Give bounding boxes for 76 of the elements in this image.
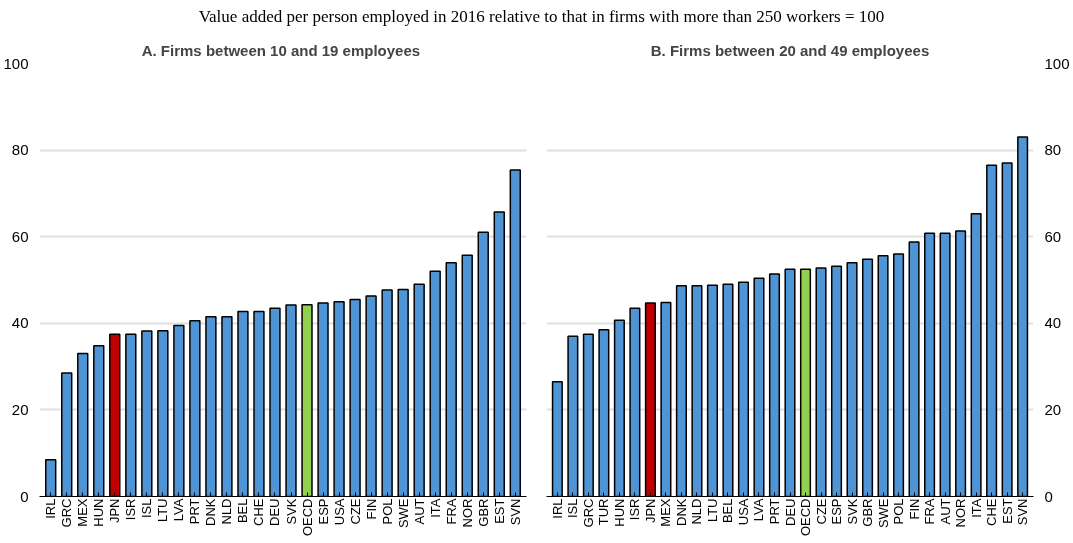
x-tick-label: LVA	[751, 498, 767, 522]
x-tick-label: FIN	[906, 498, 922, 520]
x-tick-label: ISL	[565, 498, 581, 519]
y-tick-label: 100	[3, 54, 29, 72]
x-tick-label: OECD	[798, 498, 814, 537]
x-tick-label: IRL	[549, 498, 565, 520]
x-tick-label: PRT	[766, 498, 782, 525]
x-tick-label: GRC	[580, 498, 596, 528]
x-tick-label: ITA	[427, 498, 443, 519]
x-tick-label: LTU	[704, 498, 720, 523]
x-tick-label: POL	[891, 498, 907, 525]
x-tick-label: MEX	[658, 498, 674, 527]
x-tick-label: NLD	[689, 498, 705, 525]
x-tick-label: ISR	[123, 498, 139, 521]
y-tick-label: 0	[1044, 487, 1053, 505]
x-tick-label: GBR	[860, 498, 876, 527]
x-tick-label: SVN	[1015, 498, 1031, 526]
y-tick-label: 20	[1044, 401, 1062, 419]
x-tick-label: GBR	[475, 498, 491, 527]
y-tick-label: 100	[1044, 54, 1070, 72]
x-tick-label: CHE	[251, 498, 267, 527]
x-tick-label: OECD	[299, 498, 315, 537]
x-tick-label: EST	[999, 498, 1015, 525]
y-tick-label: 60	[1044, 227, 1062, 245]
x-tick-label: IRL	[43, 498, 59, 520]
x-tick-label: PRT	[187, 498, 203, 525]
x-tick-label: DNK	[673, 498, 689, 527]
y-tick-label: 80	[11, 141, 29, 159]
x-tick-label: ITA	[968, 498, 984, 519]
x-tick-label: SVK	[844, 498, 860, 525]
x-tick-label: AUT	[937, 498, 953, 525]
x-tick-label: TUR	[596, 498, 612, 526]
x-tick-label: HUN	[91, 498, 107, 527]
x-tick-label: FRA	[922, 498, 938, 525]
x-tick-label: ESP	[315, 498, 331, 525]
x-tick-label: GRC	[59, 498, 75, 528]
x-tick-label: JPN	[107, 498, 123, 524]
x-tick-label: USA	[735, 498, 751, 526]
x-tick-label: DEU	[782, 498, 798, 527]
x-tick-label: FRA	[443, 498, 459, 525]
x-tick-label: CZE	[347, 498, 363, 525]
x-tick-label: EST	[491, 498, 507, 525]
x-tick-label: SWE	[875, 498, 891, 529]
chart-title: A. Firms between 10 and 19 employees	[141, 41, 421, 59]
x-tick-label: BEL	[720, 498, 736, 524]
x-tick-label: POL	[379, 498, 395, 525]
y-tick-label: 0	[20, 487, 29, 505]
x-tick-label: SWE	[395, 498, 411, 529]
x-tick-label: NLD	[219, 498, 235, 525]
y-tick-label: 20	[11, 401, 29, 419]
y-tick-label: 40	[11, 314, 29, 332]
x-tick-label: SVN	[507, 498, 523, 526]
chart-title: B. Firms between 20 and 49 employees	[650, 41, 930, 59]
x-tick-label: DEU	[267, 498, 283, 527]
x-tick-label: CZE	[813, 498, 829, 525]
x-tick-label: JPN	[642, 498, 658, 524]
x-tick-label: NOR	[953, 498, 969, 528]
x-tick-label: LVA	[171, 498, 187, 522]
x-tick-label: LTU	[155, 498, 171, 523]
x-tick-label: AUT	[411, 498, 427, 525]
x-tick-label: ISL	[139, 498, 155, 519]
y-tick-label: 60	[11, 227, 29, 245]
x-tick-label: NOR	[459, 498, 475, 528]
x-tick-label: USA	[331, 498, 347, 526]
y-tick-label: 40	[1044, 314, 1062, 332]
x-tick-label: ISR	[627, 498, 643, 521]
x-tick-label: MEX	[75, 498, 91, 527]
y-tick-label: 80	[1044, 141, 1062, 159]
x-tick-label: BEL	[235, 498, 251, 524]
x-tick-label: FIN	[363, 498, 379, 520]
x-tick-label: ESP	[829, 498, 845, 525]
x-tick-label: CHE	[984, 498, 1000, 527]
x-tick-label: SVK	[283, 498, 299, 525]
x-tick-label: HUN	[611, 498, 627, 527]
chart-subtitle: Value added per person employed in 2016 relative to that in firms with more than 250 workers = 100	[198, 6, 885, 28]
x-tick-label: DNK	[203, 498, 219, 527]
